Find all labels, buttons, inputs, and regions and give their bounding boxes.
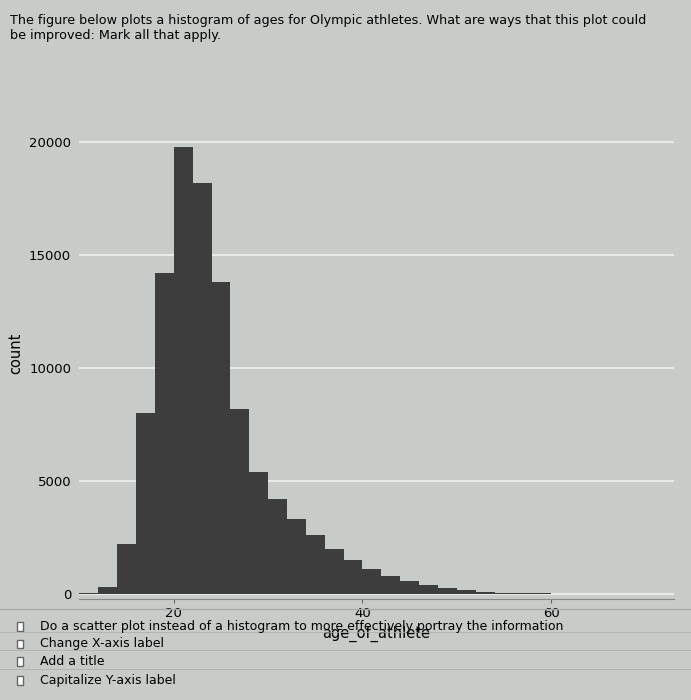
Text: Do a scatter plot instead of a histogram to more effectively portray the informa: Do a scatter plot instead of a histogram… [40,620,563,633]
Text: Add a title: Add a title [40,655,104,668]
Bar [136,413,155,594]
Text: The figure below plots a histogram of ages for Olympic athletes. What are ways t: The figure below plots a histogram of ag… [10,14,647,27]
Bar [211,282,230,594]
Bar [513,593,532,594]
Bar [495,592,513,594]
Bar [457,590,475,594]
Text: be improved: Mark all that apply.: be improved: Mark all that apply. [10,29,221,43]
Bar [98,587,117,594]
Bar [438,588,457,594]
Bar [249,472,268,594]
Bar [117,545,136,594]
Bar [325,549,343,594]
Bar [419,584,438,594]
Bar [306,536,325,594]
Bar [193,183,211,594]
Text: Change X-axis label: Change X-axis label [40,638,164,650]
Bar [475,592,495,594]
Bar [230,409,249,594]
Bar [381,576,400,594]
X-axis label: age_of_athlete: age_of_athlete [323,625,430,642]
Bar [400,581,419,594]
Y-axis label: count: count [8,332,23,375]
Bar [268,499,287,594]
Bar [174,147,193,594]
Text: Capitalize Y-axis label: Capitalize Y-axis label [40,674,176,687]
Bar [287,519,306,594]
Bar [155,273,174,594]
Bar [343,560,363,594]
Bar [363,569,381,594]
